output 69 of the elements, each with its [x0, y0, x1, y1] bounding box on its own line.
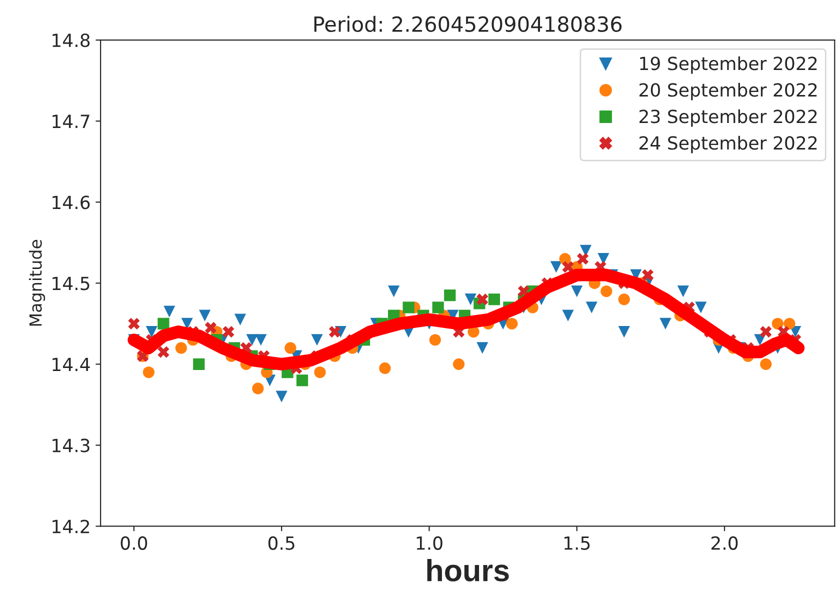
point: [128, 318, 140, 330]
point: [158, 346, 170, 358]
y-tick-label: 14.3: [52, 438, 90, 452]
point: [464, 294, 476, 306]
x-tick-label: 2.0: [711, 536, 738, 550]
point: [618, 326, 630, 338]
point: [146, 326, 158, 338]
point: [586, 302, 598, 314]
point: [193, 358, 205, 370]
point: [642, 269, 654, 281]
y-tick-label: 14.6: [52, 196, 90, 210]
point: [175, 342, 187, 354]
point: [444, 289, 456, 302]
point: [276, 390, 288, 402]
point: [252, 382, 264, 394]
point: [246, 334, 258, 346]
point: [234, 314, 246, 326]
point: [476, 294, 488, 306]
point: [222, 326, 234, 338]
point: [488, 294, 500, 306]
y-tick-label: 14.2: [52, 520, 90, 534]
point: [550, 261, 562, 273]
chart-title: Period: 2.2604520904180836: [314, 16, 622, 32]
point: [432, 302, 444, 314]
x-tick-label: 0.5: [268, 536, 294, 550]
point: [204, 322, 217, 334]
point: [695, 302, 707, 314]
point: [506, 318, 518, 330]
point: [476, 342, 488, 354]
point: [379, 362, 391, 374]
legend-label: 19 September 2022: [640, 56, 817, 74]
legend-label: 24 September 2022: [640, 136, 817, 154]
legend-label: 23 September 2022: [640, 109, 817, 127]
x-tick-label: 1.0: [416, 536, 442, 550]
point: [314, 366, 326, 378]
point: [660, 318, 672, 330]
point: [388, 285, 400, 298]
y-tick-label: 14.4: [52, 358, 90, 372]
point: [677, 285, 689, 298]
y-tick-label: 14.7: [52, 114, 90, 128]
point: [429, 334, 441, 346]
point: [296, 374, 308, 386]
point: [158, 318, 170, 330]
point: [562, 310, 574, 322]
point: [142, 366, 154, 378]
y-tick-label: 14.8: [52, 34, 90, 48]
x-axis-title: hours: [427, 558, 509, 582]
y-axis-title: Magnitude: [28, 240, 46, 326]
point: [760, 326, 772, 338]
point: [284, 342, 296, 354]
x-tick-label: 1.5: [564, 536, 590, 550]
point: [311, 334, 323, 346]
x-tick-label: 0.0: [120, 536, 148, 550]
point: [328, 326, 341, 338]
point: [164, 306, 176, 318]
point: [772, 318, 784, 330]
point: [600, 285, 612, 298]
y-tick-label: 14.5: [52, 276, 90, 290]
point: [571, 285, 583, 298]
point: [784, 318, 796, 330]
point: [576, 253, 589, 265]
point: [760, 358, 772, 370]
point: [198, 310, 211, 322]
point: [562, 261, 574, 273]
point: [618, 294, 630, 306]
point: [255, 334, 267, 346]
legend-label: 20 September 2022: [640, 82, 817, 100]
point: [452, 358, 465, 370]
point: [402, 302, 414, 314]
